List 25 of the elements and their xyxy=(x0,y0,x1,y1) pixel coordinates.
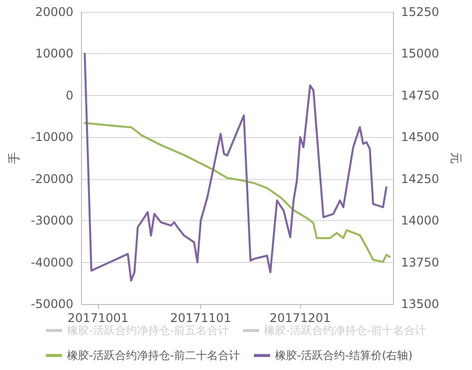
legend-label: 橡胶-活跃合约净持仓-前二十名合计 xyxy=(67,349,240,362)
y-tick-label: -50000 xyxy=(30,297,74,311)
y-tick-label: -20000 xyxy=(30,172,74,186)
y-tick-label: 0 xyxy=(66,88,74,102)
y2-tick-label: 13750 xyxy=(401,255,440,270)
y-tick-label: -10000 xyxy=(30,130,74,144)
y2-tick-label: 14750 xyxy=(401,88,440,102)
y2-tick-label: 14250 xyxy=(401,172,440,186)
y-tick-label: 10000 xyxy=(35,46,74,61)
y2-tick-label: 15000 xyxy=(401,46,440,61)
y2-tick-label: 14500 xyxy=(401,130,440,144)
x-tick-label: 20171101 xyxy=(170,311,232,325)
y-tick-label: -30000 xyxy=(30,214,74,228)
line-series xyxy=(84,122,391,263)
y2-tick-label: 14000 xyxy=(401,214,440,228)
x-tick-label: 20171201 xyxy=(270,311,331,325)
line-series xyxy=(84,52,388,282)
legend-label: 橡胶-活跃合约-结算价(右轴) xyxy=(275,349,413,362)
y2-tick-label: 13500 xyxy=(401,297,440,311)
x-tick-label: 20171001 xyxy=(67,311,129,325)
y-axis-title: 手 xyxy=(7,152,21,164)
y-tick-label: 20000 xyxy=(35,5,74,19)
y2-axis-title: 元 xyxy=(449,152,464,164)
y2-tick-label: 15250 xyxy=(401,5,440,19)
y-tick-label: -40000 xyxy=(30,255,74,270)
